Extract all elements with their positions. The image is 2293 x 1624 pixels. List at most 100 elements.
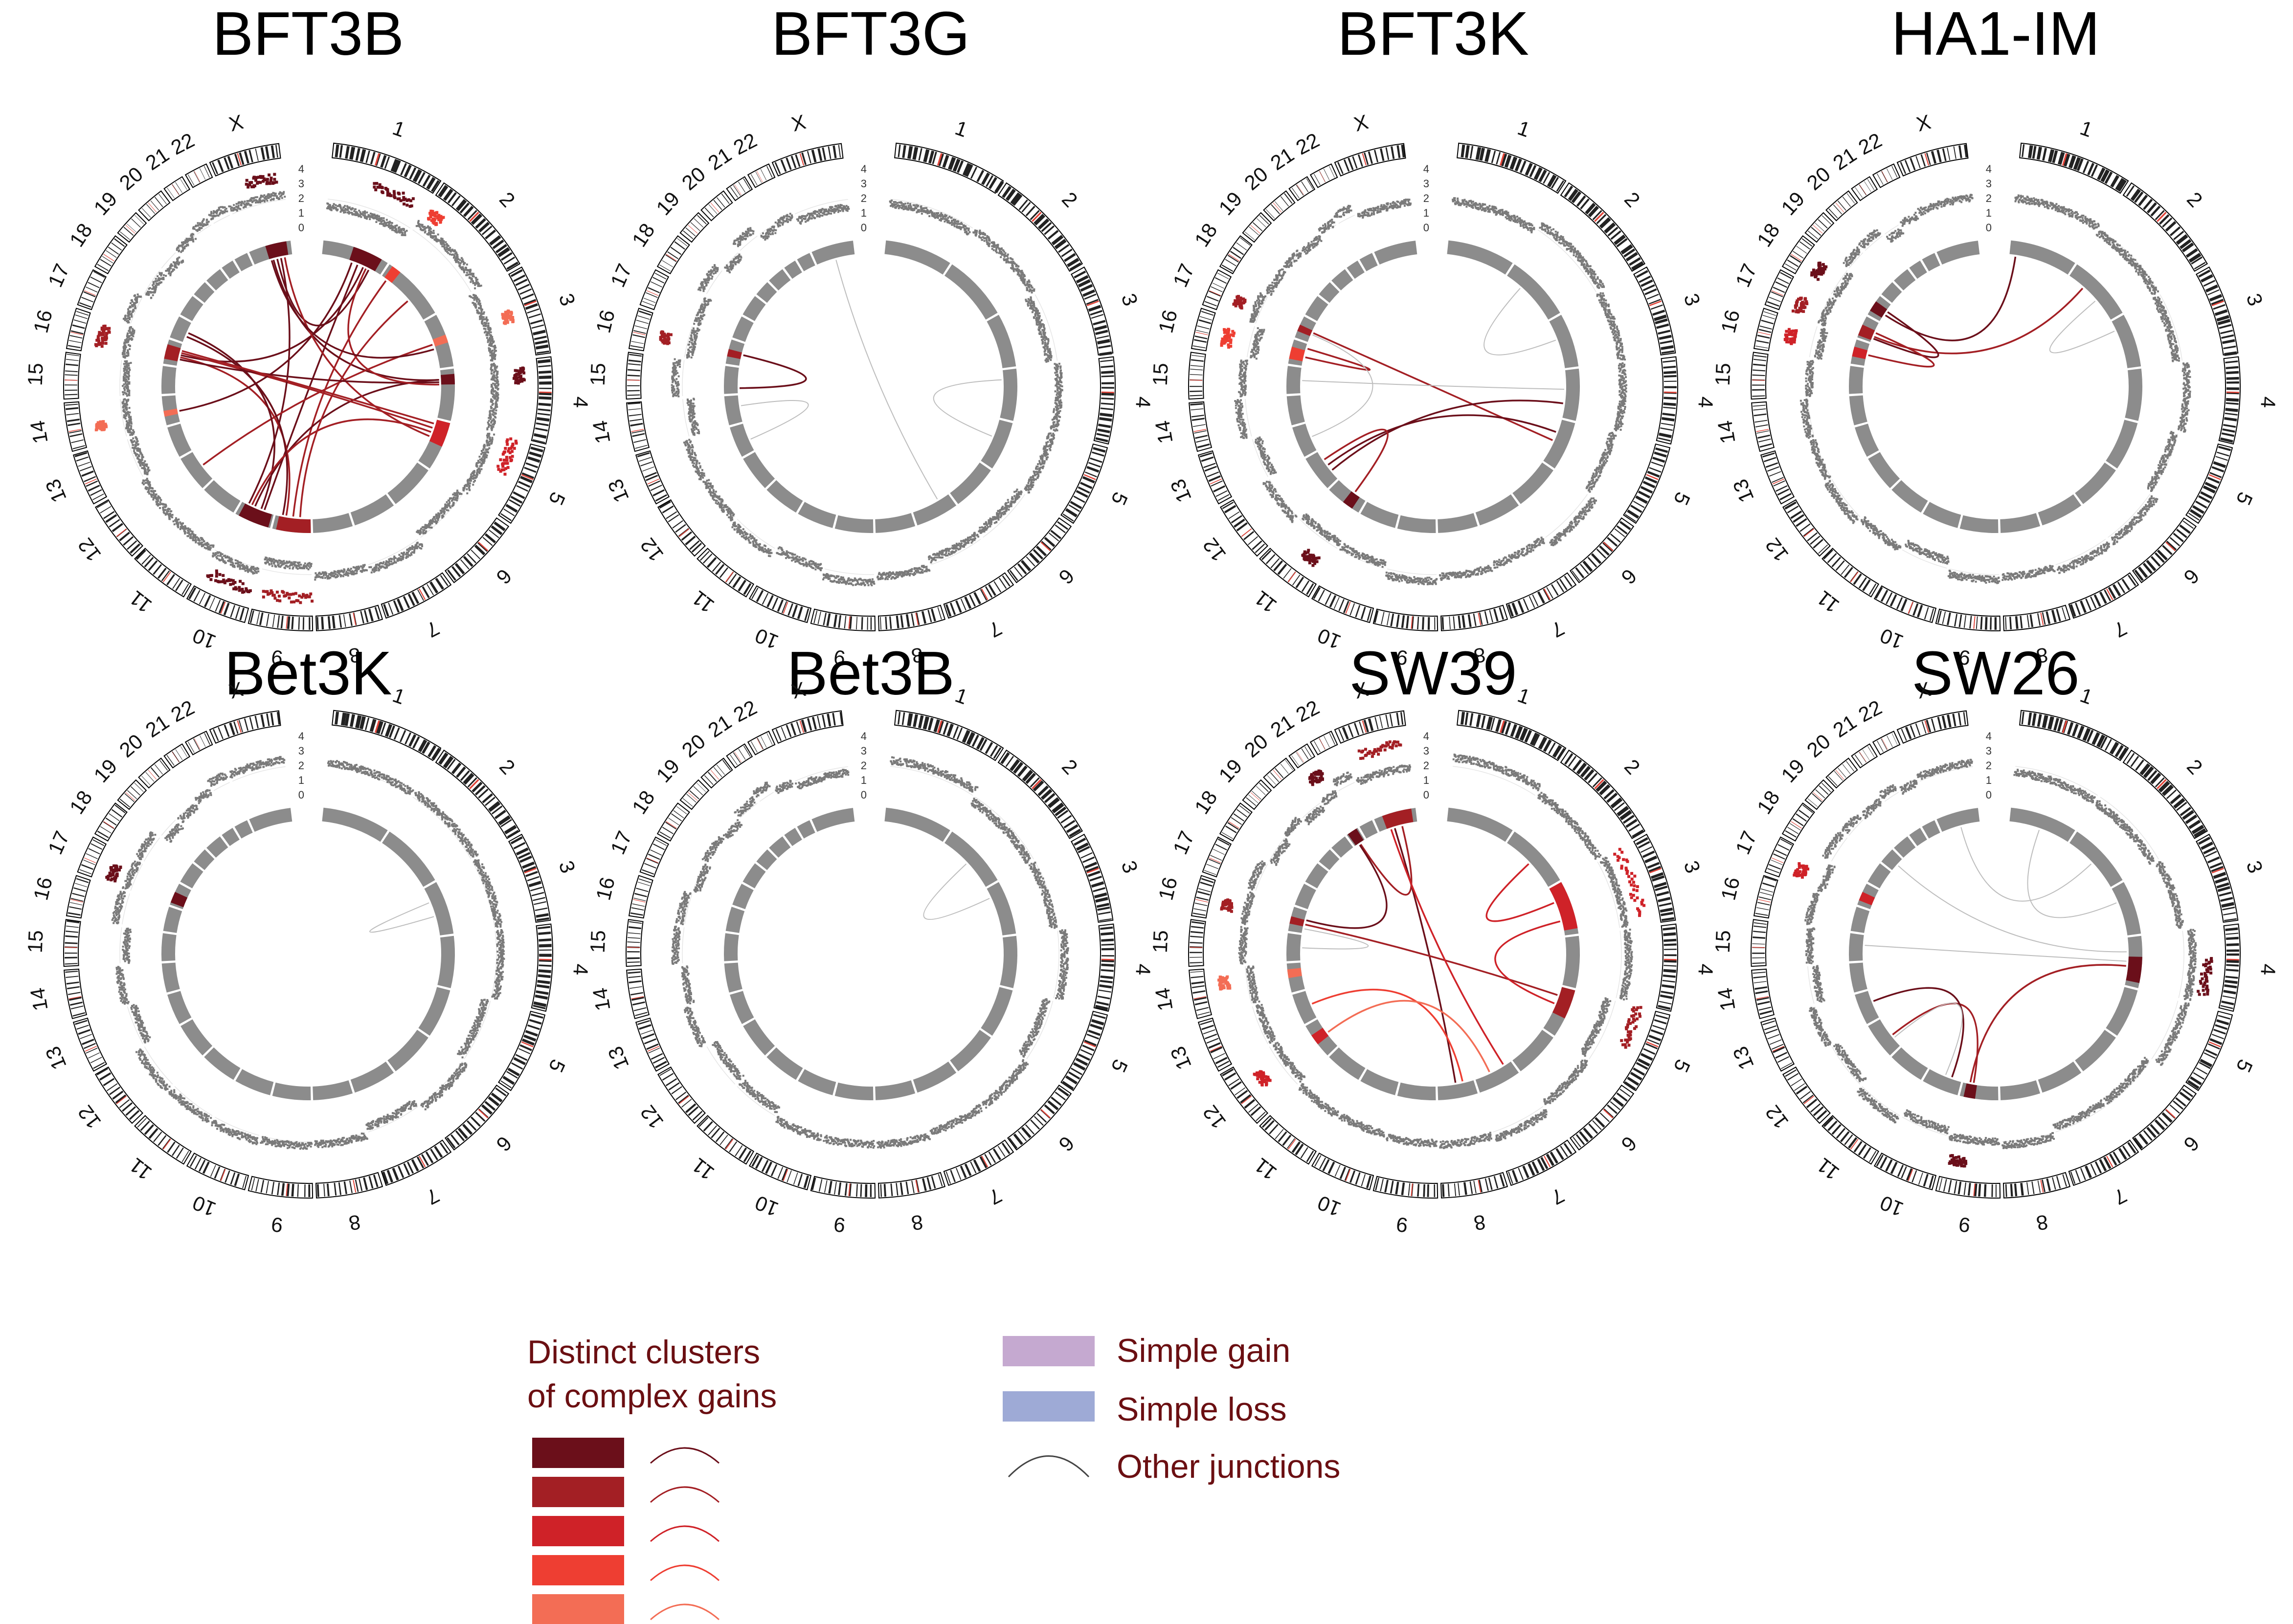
copy-number-point (195, 539, 197, 541)
copy-number-point (411, 545, 413, 547)
copy-number-point (452, 502, 454, 504)
copy-number-point (456, 499, 458, 501)
amplified-copy-point (299, 601, 302, 604)
amplified-copy-point (241, 588, 244, 591)
copy-number-point (493, 434, 495, 436)
copy-number-point (157, 495, 159, 497)
copy-number-point (1035, 468, 1037, 470)
copy-number-point (126, 338, 128, 340)
amplified-copy-point (215, 570, 218, 573)
copy-number-point (449, 253, 451, 255)
copy-number-point (1056, 394, 1058, 396)
copy-number-point (192, 238, 194, 240)
copy-number-point (435, 236, 437, 238)
copy-number-point (268, 563, 270, 565)
copy-number-point (1028, 489, 1030, 491)
chromosome-label: 15 (23, 362, 47, 386)
copy-number-point (967, 229, 969, 231)
copy-number-tick-label: 0 (298, 222, 304, 234)
copy-number-point (968, 227, 970, 229)
copy-number-point (1061, 385, 1063, 387)
copy-number-point (168, 516, 170, 518)
copy-number-point (1059, 416, 1061, 418)
amplified-copy-point (220, 580, 223, 583)
copy-number-point (1050, 427, 1052, 429)
copy-number-point (405, 557, 407, 559)
copy-number-point (428, 523, 430, 525)
copy-number-point (1040, 336, 1042, 338)
copy-number-point (124, 344, 126, 346)
copy-number-point (237, 560, 239, 562)
copy-number-point (135, 436, 136, 438)
copy-number-point (1028, 487, 1030, 489)
chromosome-band (65, 384, 77, 385)
copy-number-point (1001, 512, 1003, 514)
copy-number-tick-label: 1 (861, 207, 867, 219)
copy-number-point (1044, 354, 1046, 356)
copy-number-point (989, 240, 990, 242)
copy-number-point (474, 288, 476, 289)
copy-number-point (433, 516, 435, 518)
copy-number-point (492, 423, 494, 425)
copy-number-point (166, 511, 168, 513)
copy-number-point (954, 223, 956, 225)
copy-number-point (173, 268, 175, 270)
copy-number-point (491, 370, 493, 372)
copy-number-point (128, 362, 130, 364)
copy-number-point (488, 420, 490, 422)
copy-number-point (149, 287, 151, 289)
copy-number-point (284, 567, 286, 569)
amplified-copy-point (238, 586, 241, 589)
amplified-copy-point (267, 593, 270, 596)
copy-number-point (1059, 367, 1061, 369)
copy-number-point (970, 542, 972, 544)
amplified-copy-point (504, 322, 507, 325)
copy-number-point (191, 236, 193, 238)
copy-number-tick-label: 2 (298, 192, 304, 204)
copy-number-tick-label: 3 (861, 178, 867, 190)
copy-number-point (130, 326, 132, 328)
copy-number-point (997, 510, 999, 512)
copy-number-point (327, 578, 329, 579)
amplified-copy-point (239, 580, 242, 583)
copy-number-point (340, 576, 342, 578)
copy-number-point (318, 573, 320, 575)
copy-number-point (127, 399, 129, 400)
amplified-copy-point (94, 343, 97, 346)
chromosome-ring-segment (981, 420, 1012, 468)
copy-number-point (276, 195, 278, 197)
chromosome-band (1102, 382, 1114, 384)
copy-number-point (170, 511, 172, 512)
copy-number-point (938, 556, 940, 558)
copy-number-point (460, 262, 462, 264)
copy-number-point (925, 207, 927, 209)
copy-number-point (355, 208, 357, 210)
copy-number-point (989, 243, 990, 245)
copy-number-point (492, 437, 494, 439)
complex-gain-cluster (265, 241, 288, 259)
amplified-copy-point (242, 582, 245, 585)
amplified-copy-point (439, 221, 442, 224)
copy-number-point (491, 373, 493, 375)
copy-number-point (1053, 422, 1055, 423)
copy-number-point (375, 221, 377, 223)
copy-number-point (292, 568, 294, 570)
copy-number-point (131, 299, 133, 301)
copy-number-point (285, 565, 287, 567)
copy-number-point (160, 281, 162, 283)
amplified-copy-point (509, 437, 512, 440)
copy-number-point (209, 545, 211, 547)
copy-number-point (424, 226, 426, 228)
copy-number-point (245, 206, 247, 208)
copy-number-point (480, 468, 482, 470)
copy-number-point (1008, 506, 1010, 508)
copy-number-point (335, 204, 337, 206)
copy-number-tick-label: 4 (861, 163, 867, 175)
copy-number-point (123, 363, 125, 365)
copy-number-point (135, 307, 136, 309)
copy-number-point (484, 332, 486, 334)
copy-number-point (315, 572, 316, 574)
copy-number-point (957, 221, 959, 222)
copy-number-point (169, 274, 171, 276)
copy-number-point (914, 204, 916, 206)
